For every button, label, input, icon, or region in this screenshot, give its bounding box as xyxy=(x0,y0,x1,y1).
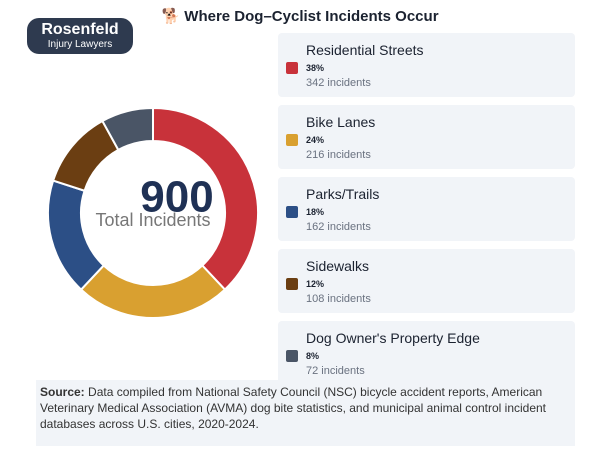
legend-label: Dog Owner's Property Edge xyxy=(306,330,480,346)
total-label: Total Incidents xyxy=(95,210,210,230)
donut-segment xyxy=(101,106,154,152)
legend-swatch xyxy=(286,134,298,146)
count-label: 342 incidents xyxy=(306,77,371,89)
donut-segment xyxy=(152,106,259,291)
percent-label: 8% xyxy=(306,351,320,361)
legend-card: Dog Owner's Property Edge 8% 72 incidents xyxy=(278,321,575,385)
logo: Rosenfeld Injury Lawyers xyxy=(27,18,133,54)
donut-segment xyxy=(79,264,227,319)
count-label: 162 incidents xyxy=(306,221,371,233)
percent-label: 18% xyxy=(306,207,325,217)
percent-label: 12% xyxy=(306,279,325,289)
total: 900 xyxy=(140,173,213,222)
legend-swatch xyxy=(286,62,298,74)
chart-title: 🐕 Where Dog–Cyclist Incidents Occur xyxy=(161,7,438,25)
legend-label: Bike Lanes xyxy=(306,114,376,130)
count-label: 216 incidents xyxy=(306,149,371,161)
legend-swatch xyxy=(286,350,298,362)
legend-swatch xyxy=(286,278,298,290)
logo-tagline: Injury Lawyers xyxy=(47,39,113,50)
legend-card: Parks/Trails 18% 162 incidents xyxy=(278,177,575,241)
percent-label: 38% xyxy=(306,63,325,73)
donut-segment xyxy=(47,179,106,291)
source: Source: Data compiled from National Safe… xyxy=(36,380,575,446)
percent-label: 24% xyxy=(306,135,325,145)
source-label: Source: xyxy=(40,385,85,399)
count-label: 72 incidents xyxy=(306,365,365,377)
legend-card: Sidewalks 12% 108 incidents xyxy=(278,249,575,313)
count-label: 108 incidents xyxy=(306,293,371,305)
legend-label: Sidewalks xyxy=(306,258,370,274)
source-text: Data compiled from National Safety Counc… xyxy=(40,385,547,431)
legend-card: Residential Streets 38% 342 incidents xyxy=(278,33,575,97)
legend-label: Parks/Trails xyxy=(306,186,380,202)
legend-swatch xyxy=(286,206,298,218)
legend-card: Bike Lanes 24% 216 incidents xyxy=(278,105,575,169)
logo-name: Rosenfeld xyxy=(41,21,119,38)
legend-label: Residential Streets xyxy=(306,42,424,58)
